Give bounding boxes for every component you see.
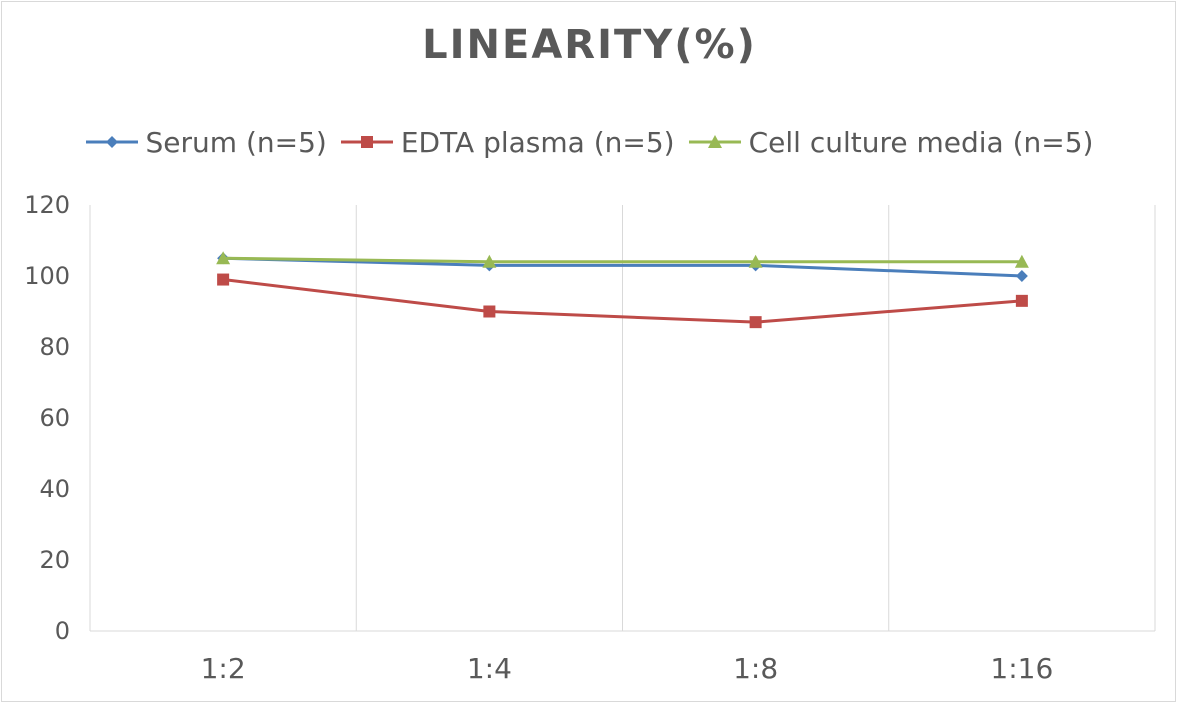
y-tick-label: 60 <box>39 404 70 432</box>
chart-title: LINEARITY(%) <box>422 22 757 68</box>
legend-label-cell-culture-media: Cell culture media (n=5) <box>748 125 1094 159</box>
y-tick-label: 120 <box>24 191 70 219</box>
y-tick-label: 20 <box>39 546 70 574</box>
series-line-serum-n-5 <box>223 256 1022 278</box>
data-point-edta-plasma-n-5 <box>749 316 762 329</box>
legend-marker-serum <box>85 136 138 148</box>
y-tick-label: 100 <box>24 262 70 290</box>
data-point-edta-plasma-n-5 <box>1015 294 1028 307</box>
data-point-cell-culture-media-n-5 <box>1014 254 1029 268</box>
series-line-edta-plasma-n-5 <box>222 278 1022 324</box>
y-tick-label: 40 <box>39 475 70 503</box>
legend-marker-edta-plasma <box>340 136 393 148</box>
x-tick-label: 1:8 <box>733 652 778 685</box>
series-line-cell-culture-media-n-5 <box>223 256 1022 264</box>
legend-item-serum: Serum (n=5) <box>85 125 327 159</box>
legend-item-cell-culture-media: Cell culture media (n=5) <box>688 125 1094 159</box>
x-tick-label: 1:2 <box>201 652 246 685</box>
legend-label-serum: Serum (n=5) <box>145 125 327 159</box>
x-tick-label: 1:16 <box>990 652 1053 685</box>
x-tick-label: 1:4 <box>467 652 512 685</box>
data-point-cell-culture-media-n-5 <box>748 254 763 268</box>
legend: Serum (n=5) EDTA plasma (n=5) Cell cultu… <box>0 120 1179 164</box>
data-point-edta-plasma-n-5 <box>217 273 230 286</box>
data-point-cell-culture-media-n-5 <box>482 254 497 268</box>
data-point-serum-n-5 <box>1015 270 1028 282</box>
data-point-cell-culture-media-n-5 <box>216 251 231 265</box>
legend-marker-cell-culture-media <box>688 135 741 148</box>
legend-item-edta-plasma: EDTA plasma (n=5) <box>340 125 675 159</box>
y-tick-label: 0 <box>55 617 70 645</box>
data-point-edta-plasma-n-5 <box>483 305 496 318</box>
y-tick-label: 80 <box>39 333 70 361</box>
legend-label-edta-plasma: EDTA plasma (n=5) <box>400 125 675 159</box>
